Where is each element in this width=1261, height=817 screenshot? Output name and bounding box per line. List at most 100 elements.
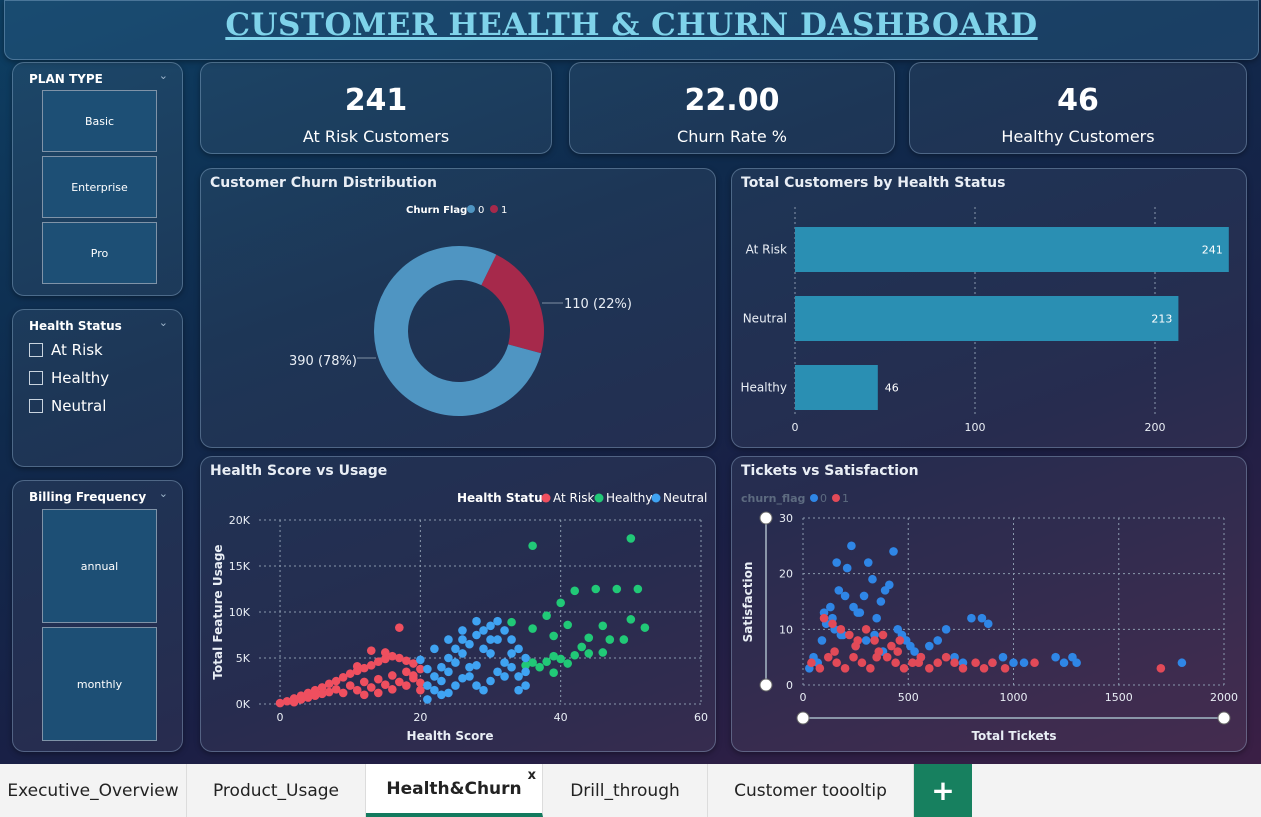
- checkbox[interactable]: [29, 343, 43, 357]
- point-churn-0: [849, 602, 858, 612]
- legend-label-0[interactable]: 0: [478, 205, 484, 216]
- plan-tile-basic[interactable]: Basic: [42, 90, 157, 152]
- point-at-risk: [345, 681, 355, 690]
- x-range-slider-handle-right[interactable]: [1217, 711, 1231, 725]
- point-healthy: [528, 658, 537, 667]
- legend-label-at-risk[interactable]: At Risk: [553, 491, 594, 505]
- point-healthy: [549, 651, 558, 661]
- point-healthy: [528, 624, 537, 633]
- data-label-0: 390 (78%): [289, 354, 357, 369]
- point-churn-1: [878, 630, 888, 640]
- tab-executive-overview[interactable]: Executive_Overview: [0, 764, 187, 817]
- tickets-satisfaction-visual: Tickets vs Satisfaction churn_flag 0 1 T…: [731, 456, 1247, 752]
- point-neutral: [465, 639, 474, 649]
- point-at-risk: [416, 664, 425, 674]
- point-at-risk: [402, 667, 411, 677]
- y-tick-label: 20: [779, 568, 793, 581]
- point-churn-1: [828, 619, 837, 629]
- x-tick-label: 200: [1145, 421, 1166, 434]
- tab-health-churn[interactable]: Health&Churn x: [366, 764, 543, 817]
- legend-title: Health Status: [457, 491, 550, 505]
- point-neutral: [437, 676, 446, 686]
- point-neutral: [451, 644, 460, 654]
- point-churn-0: [1051, 652, 1060, 662]
- churn-distribution-visual: Customer Churn Distribution Churn Flag 0…: [200, 168, 716, 448]
- point-at-risk: [366, 661, 376, 670]
- billing-frequency-slicer: Billing Frequency ⌄ annual monthly: [12, 480, 183, 752]
- point-churn-0: [925, 641, 934, 651]
- point-neutral: [451, 658, 460, 667]
- point-neutral: [514, 672, 523, 681]
- donut-chart: Churn Flag 0 1 110 (22%) 390 (78%): [289, 205, 632, 416]
- point-healthy: [556, 654, 565, 664]
- legend-label-1[interactable]: 1: [842, 492, 849, 505]
- point-neutral: [458, 673, 467, 683]
- checkbox[interactable]: [29, 371, 43, 385]
- billing-tile-monthly[interactable]: monthly: [42, 627, 157, 741]
- plan-tile-enterprise[interactable]: Enterprise: [42, 156, 157, 218]
- x-tick-label: 100: [965, 421, 986, 434]
- y-range-slider-handle-bottom[interactable]: [759, 678, 773, 692]
- point-neutral: [493, 616, 502, 626]
- point-churn-0: [1019, 658, 1029, 668]
- point-churn-1: [979, 664, 989, 673]
- point-at-risk: [345, 669, 355, 678]
- y-range-slider-handle-top[interactable]: [759, 511, 773, 525]
- point-churn-1: [1000, 664, 1010, 673]
- point-at-risk: [359, 690, 369, 700]
- billing-tile-annual[interactable]: annual: [42, 509, 157, 623]
- slicer-title: Health Status: [29, 319, 122, 333]
- data-label: 213: [1151, 313, 1172, 326]
- x-tick-label: 40: [554, 711, 568, 724]
- point-churn-0: [861, 636, 871, 645]
- slicer-title: PLAN TYPE: [29, 72, 103, 86]
- legend-label-1[interactable]: 1: [501, 205, 507, 216]
- point-neutral: [472, 616, 481, 626]
- health-option-healthy[interactable]: Healthy: [29, 369, 109, 387]
- close-icon[interactable]: x: [527, 768, 536, 783]
- point-at-risk: [338, 673, 348, 682]
- y-axis-title: Satisfaction: [741, 562, 755, 643]
- health-option-neutral[interactable]: Neutral: [29, 397, 106, 415]
- point-healthy: [633, 584, 643, 594]
- point-churn-1: [832, 658, 841, 668]
- x-tick-label: 20: [413, 711, 427, 724]
- point-at-risk: [331, 676, 341, 686]
- point-healthy: [584, 633, 594, 643]
- point-churn-1: [1156, 664, 1166, 673]
- point-neutral: [458, 626, 467, 635]
- bar-chart: 0 100 200 At Risk 241 Neutral 213 Healthy 46: [740, 207, 1229, 434]
- tab-customer-tooltip[interactable]: Customer toooltip: [708, 764, 914, 817]
- point-neutral: [486, 649, 495, 658]
- checkbox[interactable]: [29, 399, 43, 413]
- point-neutral: [500, 672, 509, 681]
- chevron-down-icon[interactable]: ⌄: [158, 487, 168, 500]
- point-neutral: [416, 655, 425, 665]
- point-churn-1: [807, 658, 816, 668]
- point-churn-0: [817, 636, 827, 645]
- chevron-down-icon[interactable]: ⌄: [158, 316, 168, 329]
- legend-label-neutral[interactable]: Neutral: [663, 491, 707, 505]
- point-churn-0: [983, 619, 993, 629]
- chevron-down-icon[interactable]: ⌄: [158, 69, 168, 82]
- tab-product-usage[interactable]: Product_Usage: [187, 764, 366, 817]
- tab-drill-through[interactable]: Drill_through: [543, 764, 708, 817]
- legend-label-healthy[interactable]: Healthy: [606, 491, 653, 505]
- add-page-button[interactable]: +: [914, 764, 972, 817]
- point-healthy: [570, 586, 580, 596]
- x-range-slider-handle-left[interactable]: [796, 711, 810, 725]
- point-neutral: [493, 635, 502, 644]
- legend-swatch-1: [490, 205, 498, 213]
- x-tick-label: 60: [694, 711, 708, 724]
- category-label: Healthy: [740, 381, 787, 395]
- point-healthy: [535, 662, 544, 672]
- point-healthy: [612, 584, 622, 594]
- plan-tile-pro[interactable]: Pro: [42, 222, 157, 284]
- point-healthy: [556, 598, 565, 608]
- legend-label-0[interactable]: 0: [820, 492, 827, 505]
- point-healthy: [563, 620, 572, 630]
- point-at-risk: [380, 680, 390, 689]
- point-churn-0: [876, 597, 886, 606]
- health-option-at-risk[interactable]: At Risk: [29, 341, 103, 359]
- health-usage-scatter: Health Status At Risk Healthy Neutral He…: [211, 491, 708, 743]
